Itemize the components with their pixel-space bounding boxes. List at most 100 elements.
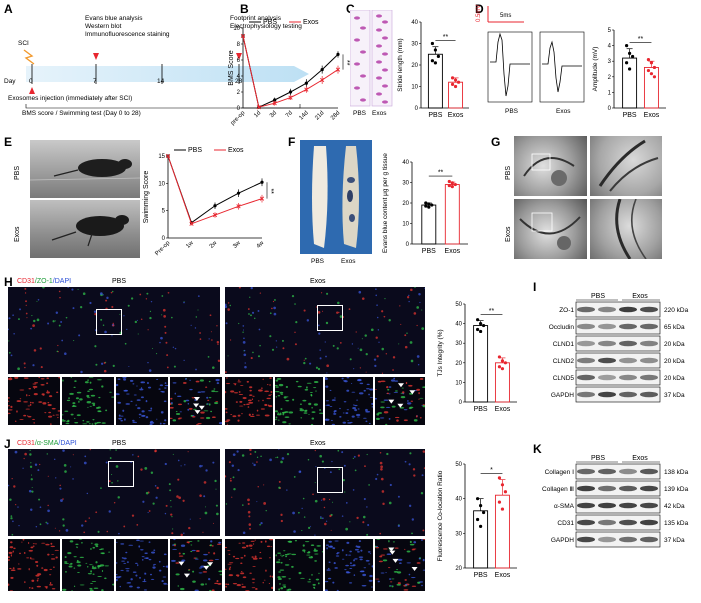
data-point — [436, 54, 440, 59]
blot-band — [577, 340, 595, 347]
y-tick-label: 1 — [608, 90, 612, 96]
em-pbs-high — [590, 136, 662, 196]
blot-band — [640, 306, 658, 313]
x-tick-label: 2w — [209, 240, 219, 250]
blot-strip — [575, 480, 661, 497]
stain-asma-j: /α-SMA — [34, 440, 59, 447]
event-footprint: Footprint analysis — [230, 15, 281, 22]
h-pbs-merge — [170, 377, 222, 425]
y-tick-label: 2 — [237, 90, 241, 96]
footprint-images — [350, 10, 393, 107]
data-point — [500, 507, 505, 511]
blot-band — [598, 536, 616, 543]
y-tick-label: 0 — [459, 400, 463, 406]
legend-label: PBS — [263, 19, 277, 26]
day28-events: Footprint analysis Electrophysiology tes… — [230, 15, 302, 31]
data-point — [500, 359, 505, 363]
y-tick-label: 0 — [237, 106, 241, 112]
data-point — [456, 80, 461, 84]
em-exos-high — [590, 199, 662, 259]
blot-row-label: CD31 — [557, 520, 574, 527]
data-point — [212, 212, 218, 218]
data-point — [503, 490, 508, 494]
y-tick-label: 50 — [455, 462, 462, 468]
x-tick-label: PBS — [474, 406, 488, 413]
blot-band — [619, 374, 637, 381]
data-point — [450, 181, 454, 185]
sci-label: SCI — [18, 40, 29, 47]
if-overview-pbs-j — [8, 449, 220, 536]
y-tick-label: 2 — [608, 75, 612, 81]
mean-bar — [643, 66, 659, 109]
data-point — [479, 329, 483, 334]
x-tick-label: Pre-op — [154, 240, 171, 257]
data-point — [503, 361, 508, 365]
blot-band — [577, 357, 595, 364]
data-point — [430, 41, 434, 46]
y-tick-label: 4 — [237, 74, 241, 80]
y-tick-label: 20 — [411, 63, 418, 69]
blot-strip — [575, 335, 661, 352]
data-point — [259, 196, 265, 201]
sig-label: ** — [443, 34, 449, 41]
blot-row-label: ZO-1 — [559, 307, 574, 314]
event-evans-blue: Evans blue analysis — [85, 15, 143, 22]
x-tick-label: 3d — [269, 110, 278, 119]
data-point — [497, 500, 502, 504]
blot-strip — [575, 369, 661, 386]
blot-band — [577, 468, 595, 475]
data-point — [424, 204, 428, 208]
swim-photo-exos — [30, 200, 140, 258]
y-tick-label: 5 — [162, 209, 166, 215]
data-point — [320, 68, 324, 72]
blot-band — [619, 340, 637, 347]
blot-kda-label: 20 kDa — [664, 341, 685, 348]
stain-dapi-j: /DAPI — [58, 440, 77, 447]
data-point — [213, 204, 217, 208]
blot-band — [577, 519, 595, 526]
x-tick-label: 21d — [314, 110, 325, 121]
mean-bar — [473, 325, 489, 403]
data-point — [500, 483, 505, 487]
y-tick-label: 10 — [455, 380, 462, 386]
x-tick-label: PBS — [422, 248, 436, 255]
y-tick-label: 20 — [402, 201, 409, 207]
data-point — [652, 75, 657, 79]
y-tick-label: 40 — [455, 322, 462, 328]
x-tick-label: Exos — [644, 112, 660, 119]
event-electrophys: Electrophysiology testing — [230, 23, 302, 30]
blot-band — [598, 323, 616, 330]
x-tick-label: PBS — [474, 572, 488, 579]
event-if-staining: Immunofluorescence staining — [85, 31, 170, 38]
data-point — [625, 44, 629, 48]
blot-row-label: Collagen Ⅲ — [542, 486, 574, 493]
blot-band — [577, 323, 595, 330]
blot-band — [577, 391, 595, 398]
legend-label: Exos — [228, 147, 244, 154]
evans-blue-photo — [300, 140, 372, 254]
j-exos-merge — [375, 539, 425, 591]
x-tick-label: 4w — [256, 240, 266, 250]
em-pbs-low — [514, 136, 587, 196]
j-pbs-dapi — [116, 539, 168, 591]
h-group-pbs: PBS — [112, 278, 127, 285]
blot-band — [598, 340, 616, 347]
h-pbs-cd31 — [8, 377, 60, 425]
sig-label: ** — [267, 188, 274, 194]
blot-band — [619, 485, 637, 492]
y-tick-label: 10 — [402, 222, 409, 228]
data-point — [453, 84, 458, 89]
blot-band — [598, 502, 616, 509]
blot-strip — [575, 386, 661, 403]
y-tick-label: 0 — [162, 236, 166, 242]
blot-strip — [575, 463, 661, 480]
sig-label: ** — [489, 308, 495, 315]
em-exos-low — [514, 199, 587, 259]
sig-label: ** — [438, 170, 444, 177]
mean-bar — [421, 204, 437, 245]
y-tick-label: 20 — [455, 361, 462, 367]
blot-band — [640, 519, 658, 526]
data-point — [447, 179, 451, 184]
j-exos-asma — [275, 539, 323, 591]
panel-letter-b: B — [240, 2, 249, 16]
